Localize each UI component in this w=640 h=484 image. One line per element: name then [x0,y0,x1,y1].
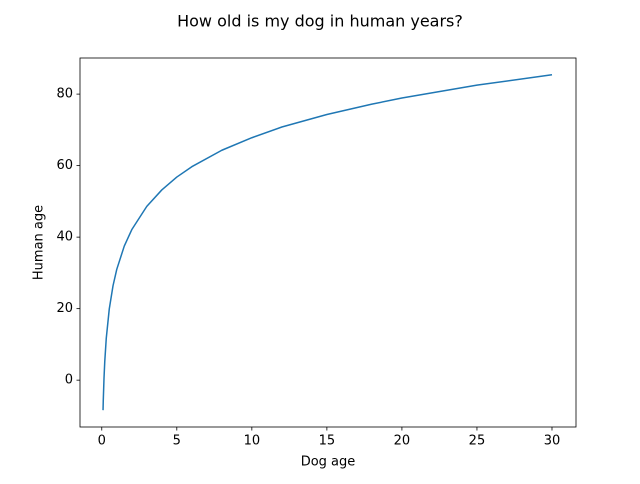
x-tick-label: 0 [98,434,106,449]
line-series [102,74,553,411]
y-tick-label: 0 [65,373,73,388]
y-tick-label: 80 [56,87,73,102]
y-tick-label: 60 [56,158,73,173]
x-tick-label: 25 [469,434,486,449]
plot-frame [79,57,577,428]
x-tick-label: 15 [319,434,336,449]
x-tick-label: 10 [244,434,261,449]
x-tick-label: 20 [394,434,411,449]
y-tick-label: 40 [56,230,73,245]
x-tick-label: 5 [173,434,181,449]
chart-title: How old is my dog in human years? [177,12,463,31]
x-tick-label: 30 [544,434,561,449]
y-axis-label: Human age [32,205,47,280]
y-tick-label: 20 [56,301,73,316]
x-axis-label: Dog age [301,455,356,470]
